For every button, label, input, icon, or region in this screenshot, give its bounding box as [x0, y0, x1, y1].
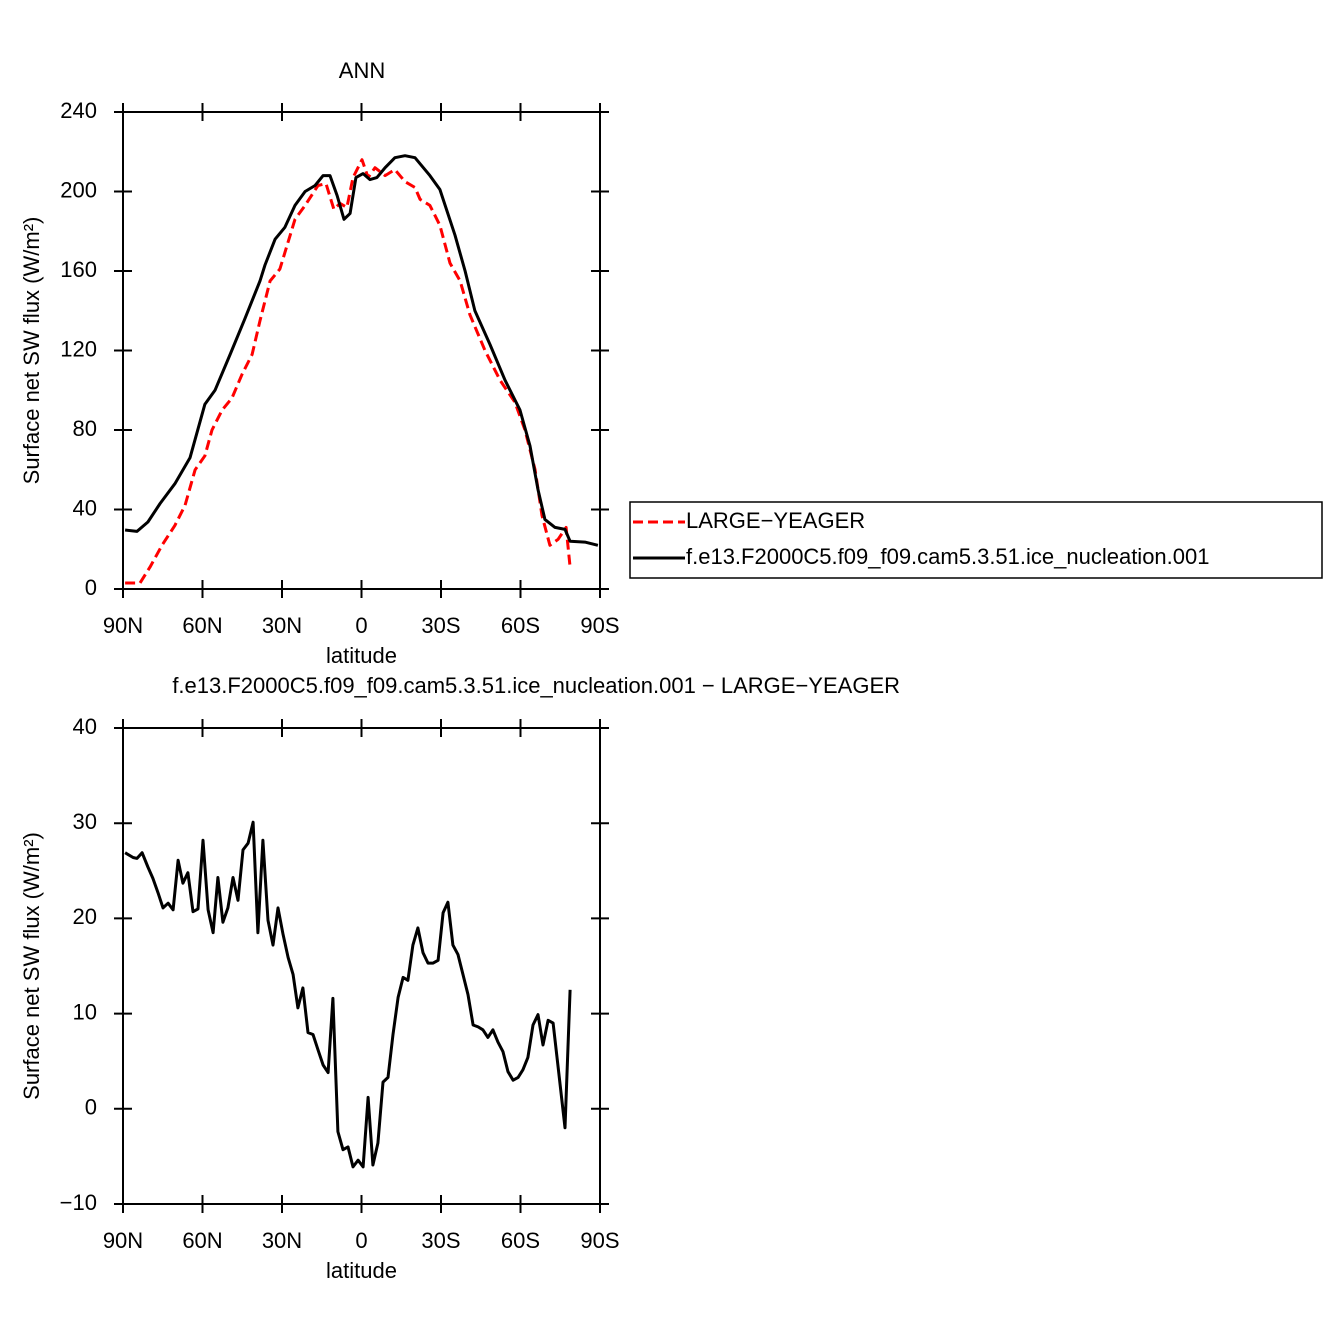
- x-tick-label: 60S: [501, 1228, 540, 1253]
- x-tick-label: 90N: [103, 1228, 143, 1253]
- x-tick-label: 30N: [262, 1228, 302, 1253]
- y-tick-label: 20: [73, 904, 97, 929]
- legend-label: LARGE−YEAGER: [686, 508, 865, 533]
- y-tick-label: 160: [60, 257, 97, 282]
- x-tick-label: 60N: [182, 1228, 222, 1253]
- x-tick-label: 90S: [580, 613, 619, 638]
- x-axis-label: latitude: [326, 1258, 397, 1283]
- y-tick-label: 200: [60, 177, 97, 202]
- y-tick-label: 40: [73, 714, 97, 739]
- x-tick-label: 60N: [182, 613, 222, 638]
- y-tick-label: −10: [60, 1190, 97, 1215]
- x-tick-label: 0: [355, 1228, 367, 1253]
- chart-title: ANN: [339, 58, 385, 83]
- legend-label: f.e13.F2000C5.f09_f09.cam5.3.51.ice_nucl…: [686, 544, 1210, 569]
- x-axis-label: latitude: [326, 643, 397, 668]
- x-tick-label: 30S: [421, 1228, 460, 1253]
- x-tick-label: 90N: [103, 613, 143, 638]
- data-line: [124, 820, 572, 1169]
- y-tick-label: 40: [73, 495, 97, 520]
- x-tick-label: 0: [355, 613, 367, 638]
- y-tick-label: 240: [60, 98, 97, 123]
- x-tick-label: 60S: [501, 613, 540, 638]
- x-tick-label: 30S: [421, 613, 460, 638]
- x-tick-label: 90S: [580, 1228, 619, 1253]
- y-tick-label: 120: [60, 336, 97, 361]
- chart-title: f.e13.F2000C5.f09_f09.cam5.3.51.ice_nucl…: [172, 673, 900, 698]
- data-line: [125, 158, 572, 585]
- plot-frame: [122, 727, 601, 1205]
- legend-box: [629, 501, 1323, 579]
- y-axis-label: Surface net SW flux (W/m²): [19, 832, 44, 1100]
- y-tick-label: 80: [73, 416, 97, 441]
- data-line: [124, 154, 599, 547]
- y-tick-label: 30: [73, 809, 97, 834]
- y-axis-label: Surface net SW flux (W/m²): [19, 217, 44, 485]
- y-tick-label: 10: [73, 999, 97, 1024]
- y-tick-label: 0: [85, 1095, 97, 1120]
- y-tick-label: 0: [85, 575, 97, 600]
- x-tick-label: 30N: [262, 613, 302, 638]
- plot-frame: [122, 111, 601, 590]
